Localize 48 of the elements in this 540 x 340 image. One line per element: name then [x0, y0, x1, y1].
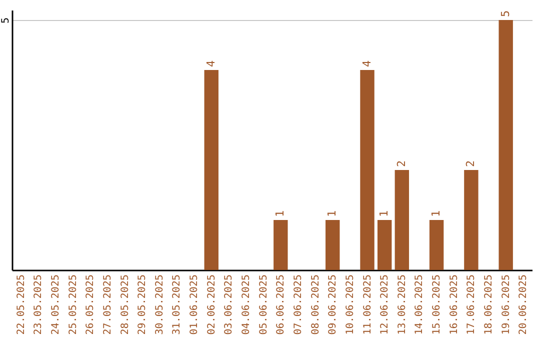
bar [360, 70, 374, 270]
bar [204, 70, 218, 270]
x-tick-label: 04.06.2025 [241, 274, 252, 335]
x-tick-label: 03.06.2025 [224, 274, 235, 335]
data-label: 2 [394, 160, 408, 167]
x-tick-label: 14.06.2025 [414, 274, 426, 335]
x-tick-label: 13.06.2025 [396, 274, 408, 335]
x-tick-label: 31.05.2025 [172, 274, 183, 335]
x-tick-label: 26.05.2025 [85, 274, 96, 335]
x-tick-label: 20.06.2025 [518, 274, 530, 335]
x-tick-label: 07.06.2025 [292, 274, 304, 335]
x-tick-label: 15.06.2025 [432, 274, 443, 335]
x-tick-label: 25.05.2025 [68, 274, 79, 335]
data-label: 4 [360, 60, 374, 67]
bar [274, 220, 288, 270]
x-tick-label: 24.05.2025 [50, 274, 62, 335]
x-tick-label: 06.06.2025 [276, 274, 287, 335]
data-label: 5 [498, 10, 512, 17]
x-tick-label: 09.06.2025 [328, 274, 339, 335]
bar [394, 170, 410, 270]
x-tick-label: 23.05.2025 [33, 274, 44, 335]
x-tick-label: 30.05.2025 [154, 274, 166, 335]
x-tick-label: 10.06.2025 [344, 274, 356, 335]
x-tick-label: 22.05.2025 [16, 274, 27, 335]
x-tick-label: 05.06.2025 [258, 274, 270, 335]
x-tick-label: 19.06.2025 [500, 274, 512, 335]
data-label: 1 [326, 210, 339, 217]
x-tick-label: 11.06.2025 [362, 274, 374, 335]
data-label: 4 [204, 60, 218, 67]
x-tick-label: 12.06.2025 [380, 274, 391, 335]
x-tick-label: 02.06.2025 [206, 274, 218, 335]
x-tick-label: 01.06.2025 [189, 274, 200, 335]
x-tick-label: 18.06.2025 [484, 274, 495, 335]
x-tick-label: 29.05.2025 [137, 274, 148, 335]
data-label: 1 [430, 210, 443, 217]
bar [464, 170, 478, 270]
x-tick-label: 27.05.2025 [102, 274, 114, 335]
bar [326, 220, 340, 270]
data-label: 2 [464, 160, 478, 167]
bar [377, 220, 392, 270]
x-tick-label: 16.06.2025 [448, 274, 460, 335]
x-tick-label: 17.06.2025 [466, 274, 478, 335]
x-tick-label: 28.05.2025 [120, 274, 131, 335]
bar [429, 220, 444, 270]
data-label: 1 [274, 210, 287, 217]
bar [498, 20, 513, 270]
x-tick-label: 08.06.2025 [310, 274, 322, 335]
data-label: 1 [378, 210, 391, 217]
